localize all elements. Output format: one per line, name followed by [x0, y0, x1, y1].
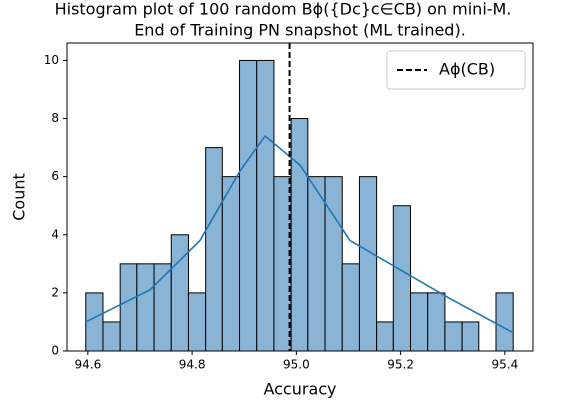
- bar: [427, 292, 446, 352]
- bar: [392, 205, 412, 352]
- bar: [256, 59, 275, 352]
- legend-label: Aϕ(CB): [439, 60, 495, 79]
- bar: [376, 321, 394, 352]
- y-tick-label: 4: [51, 227, 59, 241]
- y-tick-label: 6: [51, 169, 59, 183]
- bar: [239, 59, 258, 352]
- x-tick-label: 95.0: [283, 358, 310, 372]
- bar: [495, 292, 514, 352]
- bar: [341, 263, 360, 352]
- bar: [307, 176, 326, 352]
- bar: [358, 176, 378, 352]
- chart-title: Histogram plot of 100 random Bϕ({Dc}c∈CB…: [55, 0, 512, 19]
- y-tick-label: 0: [51, 344, 59, 358]
- bar: [444, 321, 463, 352]
- chart-subtitle: End of Training PN snapshot (ML trained)…: [134, 21, 466, 40]
- bar: [290, 118, 309, 352]
- legend-box: [386, 50, 526, 90]
- x-tick-label: 94.6: [74, 358, 101, 372]
- bar: [85, 292, 104, 352]
- y-tick-label: 10: [44, 53, 59, 67]
- x-tick-label: 94.8: [179, 358, 206, 372]
- bar: [170, 234, 189, 352]
- bar: [205, 147, 223, 352]
- y-axis-label: Count: [10, 173, 29, 221]
- bar: [273, 176, 292, 352]
- bar: [102, 321, 121, 352]
- bar: [119, 263, 138, 352]
- bar: [221, 176, 241, 352]
- kde-line: [85, 134, 513, 333]
- bar: [136, 263, 155, 352]
- x-tick-label: 95.2: [387, 358, 414, 372]
- bar: [187, 292, 207, 352]
- bar: [324, 176, 343, 352]
- bar: [410, 292, 429, 352]
- x-axis-label: Accuracy: [263, 380, 336, 399]
- bar: [461, 321, 480, 352]
- y-tick-label: 8: [51, 111, 59, 125]
- x-tick-label: 95.4: [491, 358, 518, 372]
- plot-frame: [66, 42, 534, 352]
- y-tick-label: 2: [51, 285, 59, 299]
